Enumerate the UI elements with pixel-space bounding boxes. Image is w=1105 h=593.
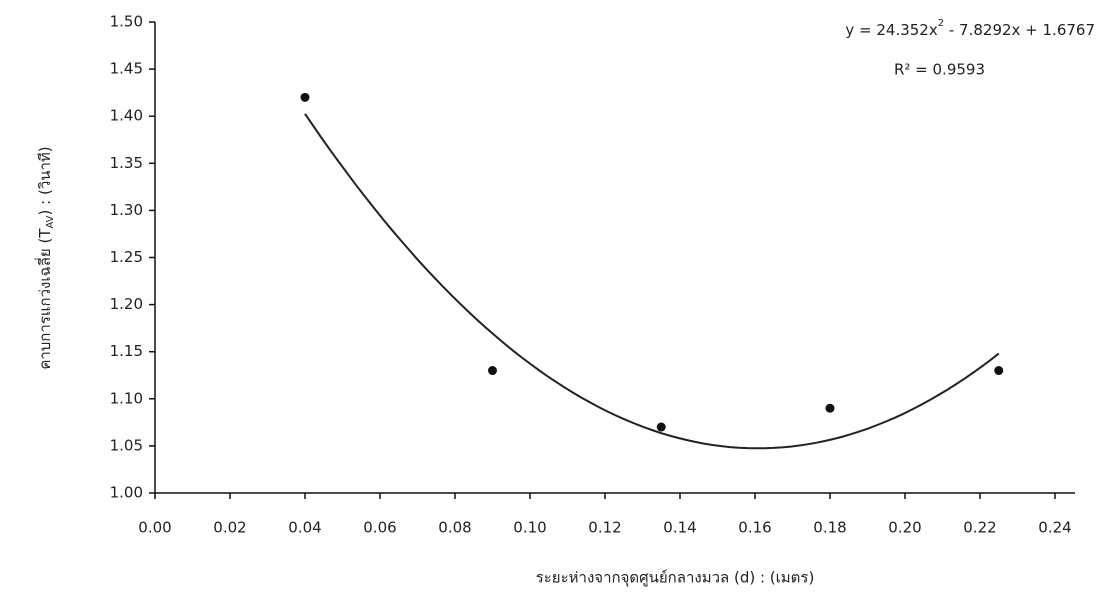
y-label-part: คาบการแกว่งเฉลี่ย (T <box>34 228 54 370</box>
y-tick-label: 1.30 <box>110 201 143 219</box>
y-tick-label: 1.00 <box>110 484 143 502</box>
y-label-part: ) : (วินาที) <box>36 146 54 215</box>
x-tick-label: 0.08 <box>438 519 471 537</box>
x-tick-label: 0.14 <box>663 519 696 537</box>
data-point <box>488 366 497 376</box>
x-tick-label: 0.24 <box>1038 519 1071 537</box>
x-tick-label: 0.22 <box>963 519 996 537</box>
data-point <box>300 92 310 102</box>
y-label-subscript: AV <box>45 215 56 228</box>
x-tick-label: 0.02 <box>213 519 246 537</box>
y-tick-label: 1.50 <box>110 13 143 31</box>
equation-superscript: 2 <box>938 18 944 29</box>
x-tick-label: 0.00 <box>138 519 171 537</box>
equation-part: y = 24.352x <box>845 21 937 39</box>
y-tick-label: 1.15 <box>110 342 143 360</box>
y-tick-label: 1.35 <box>110 154 143 172</box>
y-tick-label: 1.10 <box>110 389 143 407</box>
x-axis-label: ระยะห่างจากจุดศูนย์กลางมวล (d) : (เมตร) <box>536 569 815 588</box>
x-tick-label: 0.12 <box>588 519 621 537</box>
x-tick-label: 0.18 <box>813 519 846 537</box>
trendline-equation: y = 24.352x2 - 7.8292x + 1.6767 <box>845 18 1095 39</box>
x-tick-label: 0.04 <box>288 519 321 537</box>
r-squared: R² = 0.9593 <box>894 61 985 79</box>
y-tick-label: 1.40 <box>110 107 143 125</box>
y-tick-label: 1.20 <box>110 295 143 313</box>
data-point <box>825 403 835 413</box>
y-tick-label: 1.05 <box>110 436 143 454</box>
x-tick-label: 0.10 <box>513 519 546 537</box>
y-axis-label: คาบการแกว่งเฉลี่ย (TAV) : (วินาที) <box>34 146 57 369</box>
x-tick-label: 0.20 <box>888 519 921 537</box>
trendline <box>304 113 1000 450</box>
data-point <box>994 366 1004 376</box>
x-tick-label: 0.06 <box>363 519 396 537</box>
equation-part: - 7.8292x + 1.6767 <box>944 21 1095 39</box>
data-point <box>656 422 666 432</box>
x-tick-label: 0.16 <box>738 519 771 537</box>
y-tick-label: 1.25 <box>110 248 143 266</box>
y-tick-label: 1.45 <box>110 60 143 78</box>
